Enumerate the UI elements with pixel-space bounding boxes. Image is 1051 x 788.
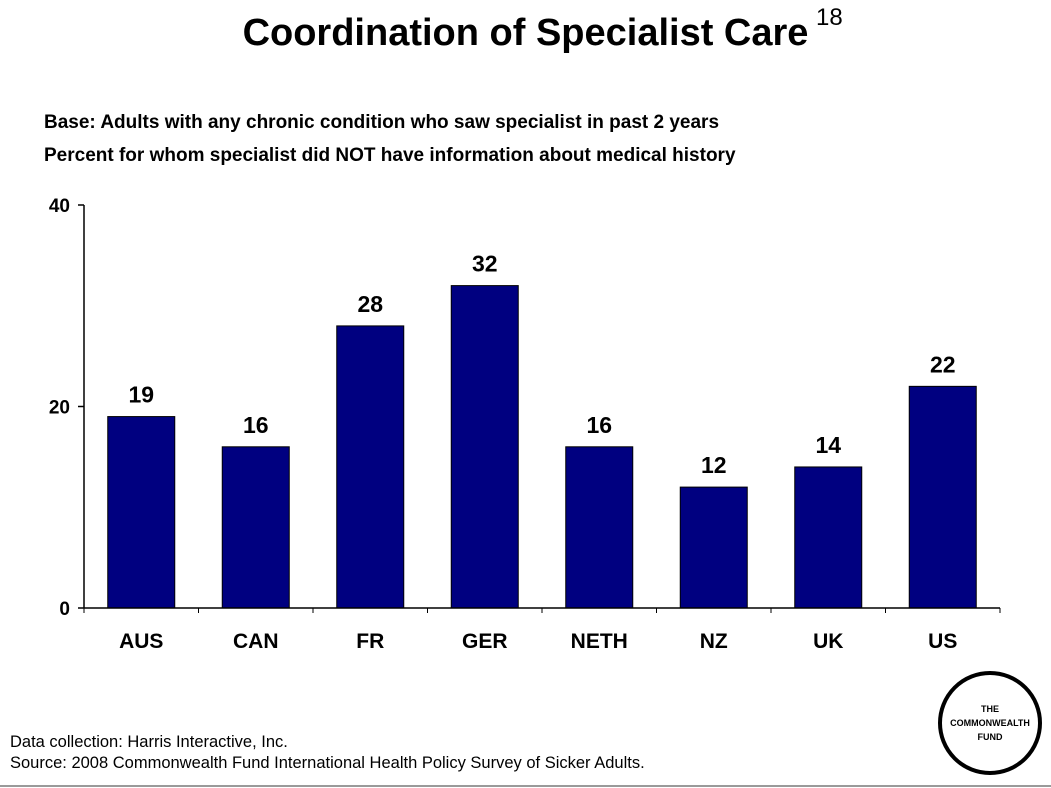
slide-number: 18: [816, 4, 843, 31]
logo-line-2: COMMONWEALTH: [950, 718, 1030, 728]
bottom-divider: [0, 785, 1051, 787]
x-tick-label-neth: NETH: [571, 630, 628, 653]
commonwealth-fund-logo: THE COMMONWEALTH FUND: [938, 671, 1042, 775]
data-label-ger: 32: [472, 251, 498, 277]
x-tick-label-uk: UK: [813, 630, 843, 653]
subtitle-measure: Percent for whom specialist did NOT have…: [44, 145, 736, 166]
footnote-source: Source: 2008 Commonwealth Fund Internati…: [10, 754, 645, 772]
bar-fr: [336, 325, 405, 609]
bar-us: [908, 385, 977, 609]
x-tick-label-can: CAN: [233, 630, 279, 653]
data-label-neth: 16: [586, 412, 612, 438]
x-tick-label-nz: NZ: [700, 630, 728, 653]
bar-nz: [679, 486, 748, 609]
data-label-us: 22: [930, 351, 956, 377]
bar-uk: [794, 466, 863, 609]
logo-line-1: THE: [981, 704, 999, 714]
bar-chart: 19 AUS 16 CAN 28 FR 32 GER 16 NETH 12 NZ 14 UK 22 US 0 20…: [49, 196, 1001, 653]
subtitle-base: Base: Adults with any chronic condition …: [44, 112, 720, 133]
x-tick-label-fr: FR: [356, 630, 384, 653]
y-tick-label: 0: [59, 599, 70, 620]
data-label-aus: 19: [128, 382, 154, 408]
bar-neth: [565, 446, 634, 609]
page-title: Coordination of Specialist Care: [0, 12, 1051, 55]
data-label-fr: 28: [357, 291, 383, 317]
bar-aus: [107, 416, 176, 609]
y-tick-label: 40: [49, 196, 70, 217]
x-tick-label-ger: GER: [462, 630, 508, 653]
title-text: Coordination of Specialist Care: [242, 12, 809, 54]
footnote-data-collection: Data collection: Harris Interactive, Inc…: [10, 733, 288, 751]
x-tick-label-us: US: [928, 630, 957, 653]
y-tick-label: 20: [49, 398, 70, 419]
data-label-nz: 12: [701, 452, 727, 478]
data-label-uk: 14: [815, 432, 841, 458]
x-tick-label-aus: AUS: [119, 630, 163, 653]
logo-line-3: FUND: [977, 732, 1003, 742]
bar-ger: [450, 285, 519, 609]
data-label-can: 16: [243, 412, 269, 438]
bar-can: [221, 446, 290, 609]
